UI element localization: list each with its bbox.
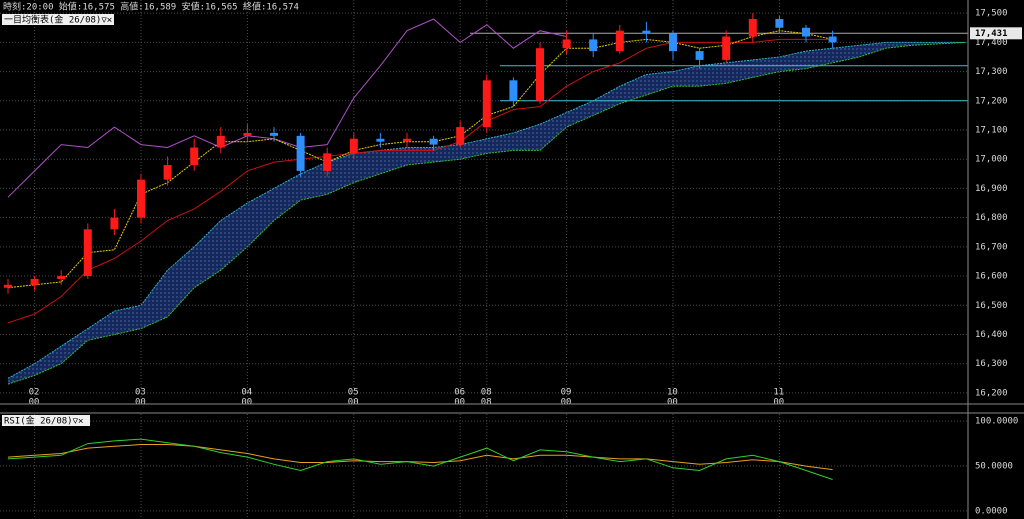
y-tick-label: 100.0000 [975,417,1018,427]
x-tick-sublabel: 00 [135,398,146,408]
header-info: 時刻:20:00 始値:16,575 高値:16,589 安値:16,565 終… [3,1,299,13]
y-tick-label: 16,300 [975,359,1008,369]
y-tick-label: 17,400 [975,38,1008,48]
legend-label[interactable]: RSI(金 26/08)▽✕ [4,415,83,427]
x-tick-label: 04 [241,388,252,398]
candle-body [4,284,12,288]
candle-body [30,278,39,285]
candle-body [376,138,385,142]
candle-body [669,33,677,52]
rsi-panel [0,414,968,519]
series-line [7,18,567,198]
series-line [7,30,833,289]
candle-body [828,36,837,43]
y-tick-label: 16,200 [975,388,1008,398]
y-tick-label: 16,900 [975,184,1008,194]
candle-body [296,135,305,171]
y-tick-label: 17,300 [975,67,1008,77]
candle-body [429,138,438,145]
x-tick-sublabel: 00 [561,398,572,408]
candle-body [323,153,332,171]
candle-body [110,217,119,230]
x-tick-sublabel: 00 [773,398,784,408]
x-tick-sublabel: 08 [481,398,492,408]
x-tick-label: 11 [773,388,784,398]
candle-body [216,135,225,148]
candle-body [163,165,172,180]
candle-body [802,27,810,37]
legend-box[interactable] [2,415,90,426]
x-tick-sublabel: 00 [241,398,252,408]
legend-label[interactable]: 一目均衡表(金 26/08)▽✕ [4,14,112,26]
y-tick-label: 17,200 [975,96,1008,106]
x-tick-label: 06 [454,388,465,398]
x-tick-label: 02 [29,388,40,398]
y-tick-label: 17,500 [975,9,1008,19]
candle-body [589,39,598,52]
y-tick-label: 17,000 [975,155,1008,165]
x-tick-label: 08 [481,388,492,398]
candle-body [642,30,651,34]
candle-body [83,229,92,277]
candle-body [722,36,731,60]
candle-body [775,18,784,28]
candle-body [509,80,518,101]
y-tick-label: 50.0000 [975,462,1013,472]
series-line [7,438,833,480]
last-price-box [970,27,1022,40]
y-tick-label: 0.0000 [975,506,1008,516]
candle-body [562,39,571,49]
series-line [7,444,833,471]
candle-body [456,127,465,145]
candle-body [137,179,145,218]
last-price-label: 17,431 [975,29,1008,39]
candle-body [695,51,704,60]
legend-box[interactable] [2,14,114,25]
candle-body [57,276,66,279]
candle-body [190,147,199,166]
x-tick-label: 03 [135,388,146,398]
candle-body [403,138,411,142]
candle-body [482,80,491,128]
candle-body [536,48,544,101]
x-tick-sublabel: 00 [348,398,359,408]
y-tick-label: 17,100 [975,125,1008,135]
candle-body [270,132,278,136]
y-tick-label: 16,600 [975,272,1008,282]
axes: 17,500 17,400 17,300 17,200 17,100 17,000 16,9… [29,9,1022,516]
series-line [7,41,966,379]
x-tick-label: 05 [348,388,359,398]
x-tick-sublabel: 00 [454,398,465,408]
series-line [7,38,833,324]
y-tick-label: 16,700 [975,242,1008,252]
candle-body [615,30,624,52]
x-tick-label: 10 [667,388,678,398]
y-tick-label: 16,800 [975,213,1008,223]
series-line [7,41,966,385]
y-tick-label: 16,500 [975,301,1008,311]
x-tick-sublabel: 00 [29,398,40,408]
candle-body [349,138,358,154]
main-panel [0,0,968,404]
x-tick-sublabel: 00 [667,398,678,408]
candle-body [243,132,252,136]
candle-body [748,18,757,37]
x-tick-label: 09 [561,388,572,398]
y-tick-label: 16,400 [975,330,1008,340]
